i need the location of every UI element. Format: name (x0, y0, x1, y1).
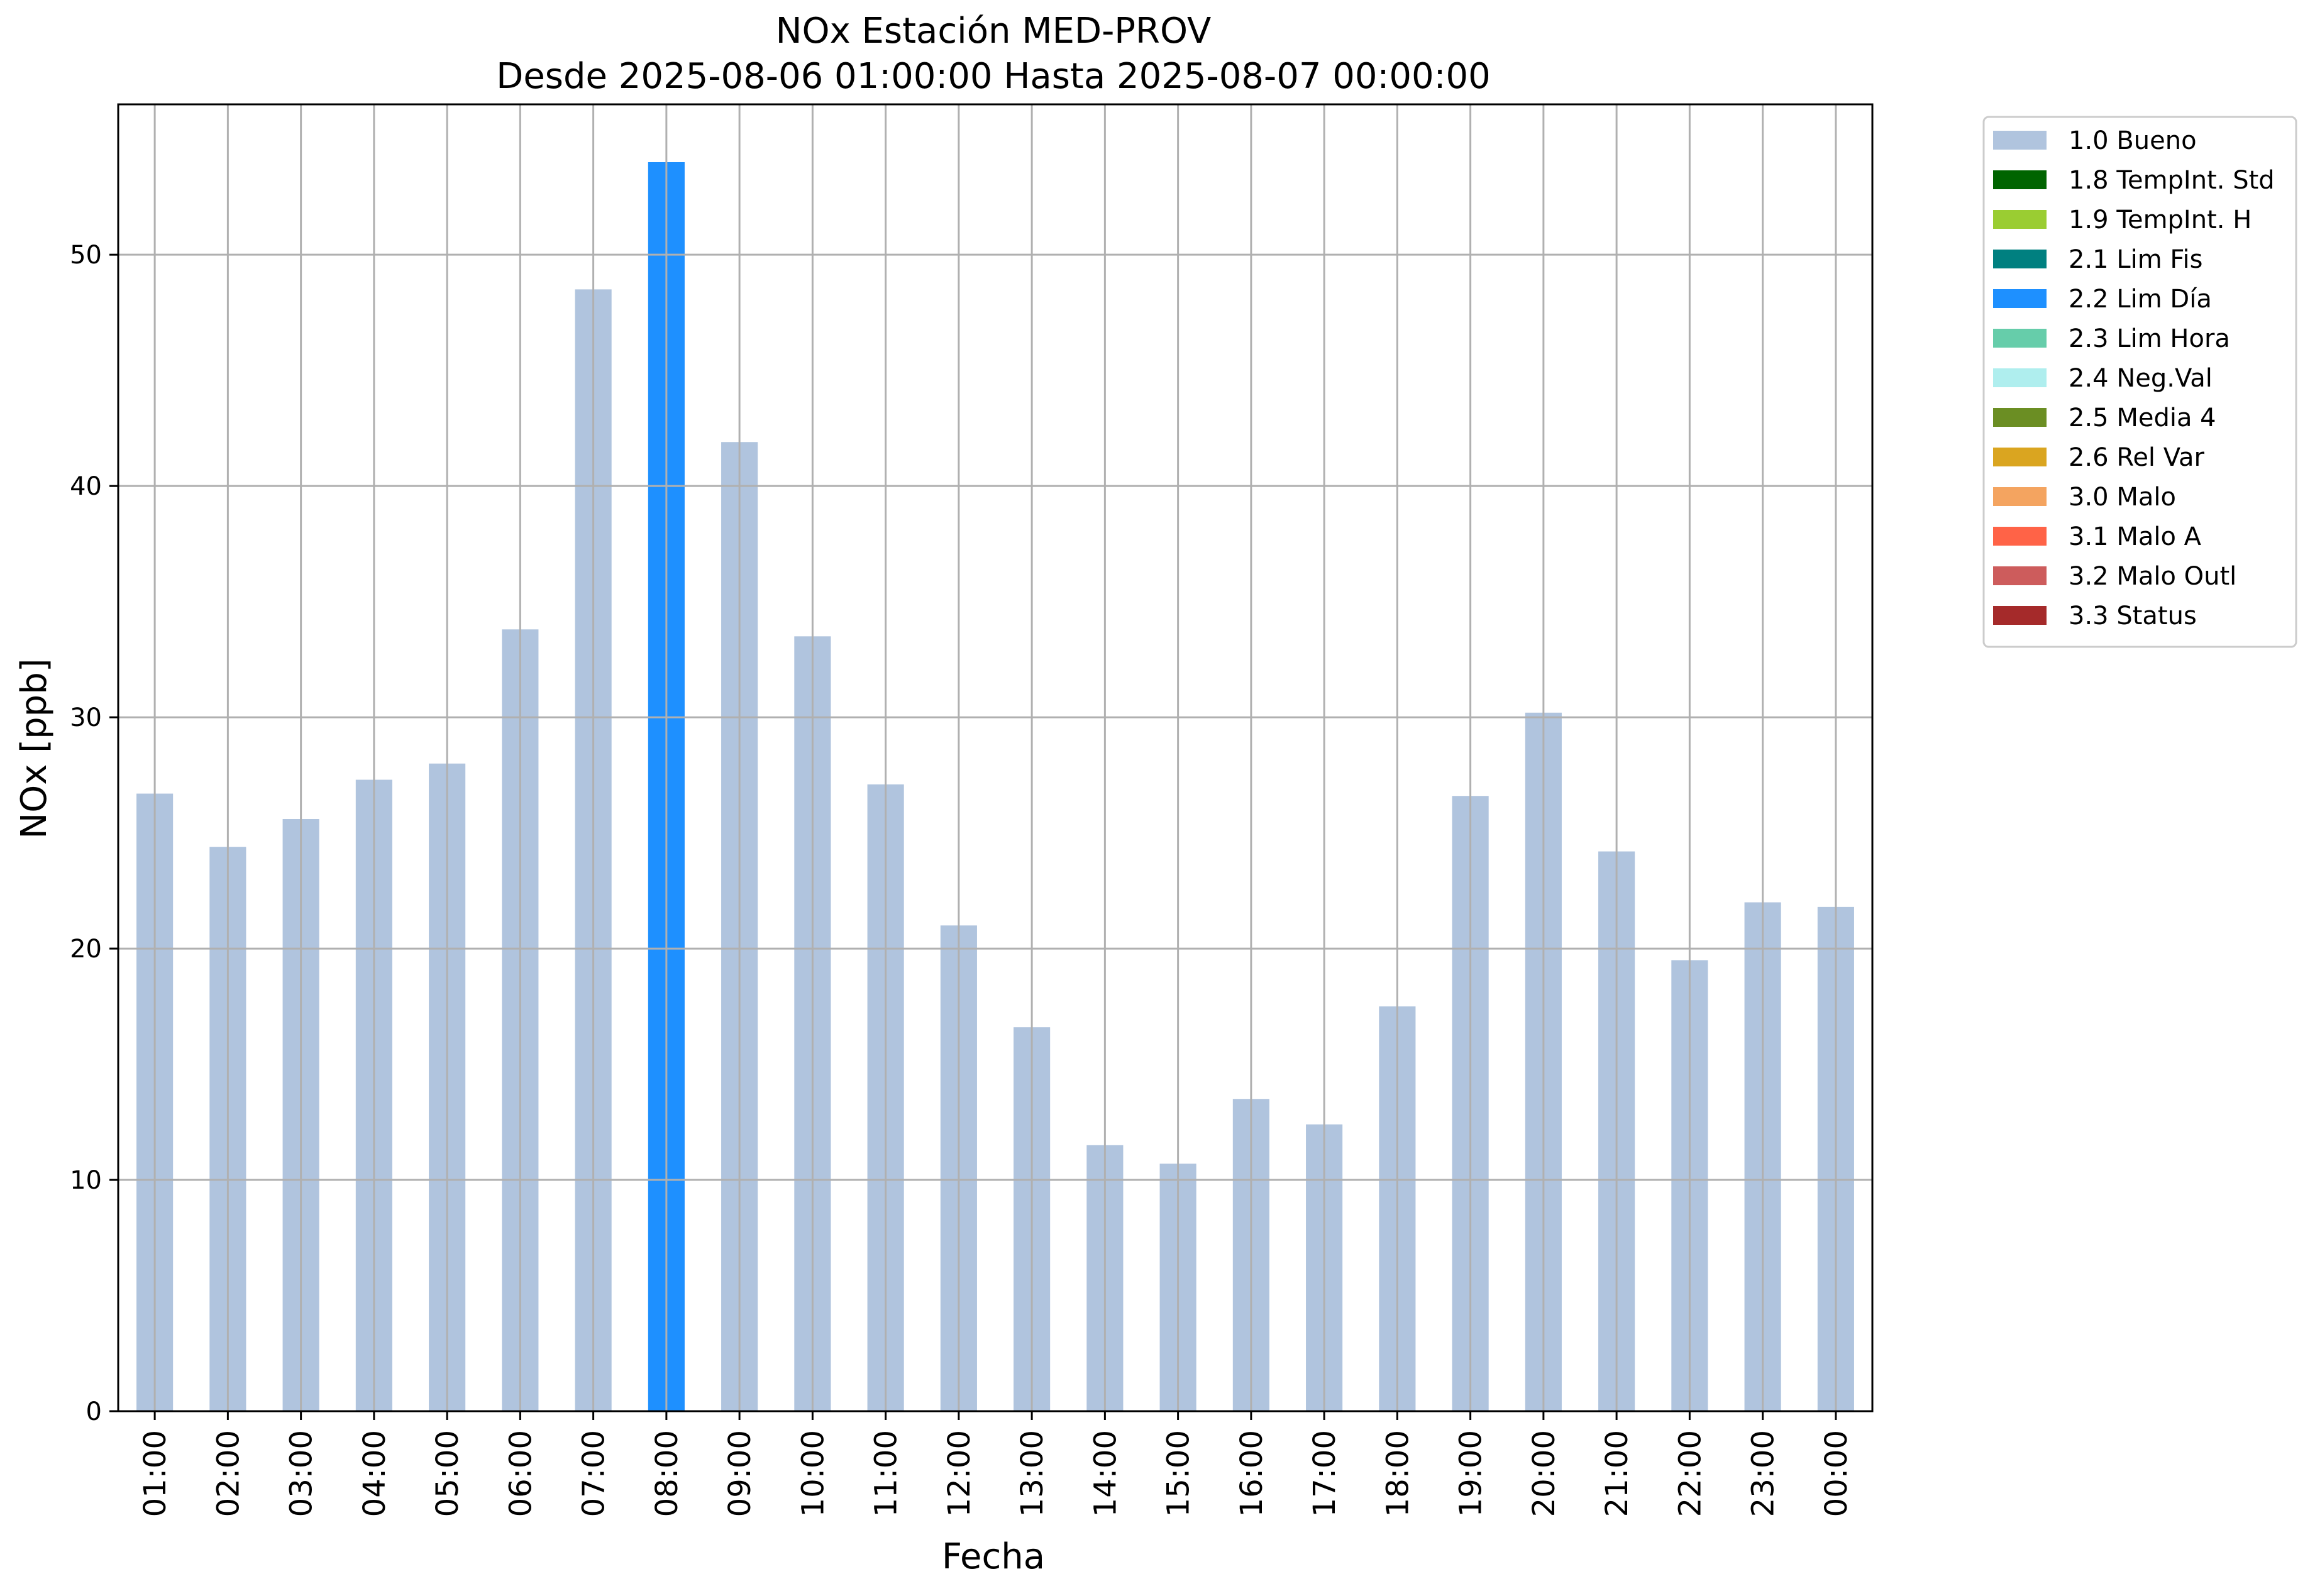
legend-swatch (1993, 131, 2047, 150)
x-tick-label: 04:00 (357, 1430, 392, 1517)
axes: 0 10 20 30 40 50 01:00 02:00 03:00 04:00 05:00 06:0… (70, 103, 1874, 1517)
legend-label: 1.8 TempInt. Std (2069, 166, 2275, 195)
x-tick-label: 09:00 (722, 1430, 758, 1517)
x-tick-label: 18:00 (1380, 1430, 1415, 1517)
legend-swatch (1993, 289, 2047, 308)
x-tick-label: 23:00 (1746, 1430, 1781, 1517)
chart-subtitle: Desde 2025-08-06 01:00:00 Hasta 2025-08-… (496, 56, 1491, 97)
x-tick-label: 22:00 (1672, 1430, 1708, 1517)
y-tick-label: 30 (70, 703, 102, 732)
legend-label: 1.0 Bueno (2069, 126, 2197, 155)
legend-box (1982, 116, 2297, 648)
x-tick-label: 14:00 (1088, 1430, 1123, 1517)
x-tick-label: 15:00 (1161, 1430, 1196, 1517)
legend-swatch (1993, 250, 2047, 268)
x-tick-label: 20:00 (1527, 1430, 1562, 1517)
x-tick-label: 08:00 (649, 1430, 685, 1517)
bars (136, 162, 1854, 1412)
legend-label: 3.1 Malo A (2069, 522, 2202, 551)
legend-label: 3.2 Malo Outl (2069, 562, 2236, 591)
y-tick-label: 0 (86, 1397, 102, 1426)
x-axis-label: Fecha (942, 1536, 1045, 1577)
x-tick-label: 01:00 (138, 1430, 173, 1517)
legend-swatch (1993, 566, 2047, 585)
legend-swatch (1993, 329, 2047, 348)
x-tick-label: 21:00 (1600, 1430, 1635, 1517)
legend-label: 3.3 Status (2069, 602, 2197, 630)
legend-swatch (1993, 170, 2047, 189)
y-tick-label: 10 (70, 1166, 102, 1195)
legend-label: 2.1 Lim Fis (2069, 245, 2202, 274)
legend: 1.0 Bueno 1.8 TempInt. Std 1.9 TempInt. H 2… (1982, 116, 2297, 648)
chart-title: NOx Estación MED-PROV (776, 11, 1212, 52)
legend-label: 3.0 Malo (2069, 483, 2176, 512)
plot-frame (117, 103, 1874, 1412)
x-tick-label: 19:00 (1454, 1430, 1489, 1517)
legend-swatch (1993, 527, 2047, 546)
y-tick-label: 50 (70, 241, 102, 270)
legend-swatch (1993, 606, 2047, 625)
x-tick-label: 11:00 (869, 1430, 904, 1517)
legend-label: 2.5 Media 4 (2069, 404, 2216, 432)
legend-swatch (1993, 408, 2047, 427)
x-tick-label: 10:00 (795, 1430, 831, 1517)
x-tick-label: 17:00 (1307, 1430, 1342, 1517)
y-tick-label: 40 (70, 472, 102, 501)
x-tick-label: 16:00 (1234, 1430, 1269, 1517)
legend-label: 1.9 TempInt. H (2069, 206, 2251, 234)
legend-label: 2.2 Lim Día (2069, 285, 2212, 314)
legend-swatch (1993, 210, 2047, 229)
x-tick-label: 00:00 (1819, 1430, 1854, 1517)
legend-swatch (1993, 368, 2047, 387)
legend-label: 2.4 Neg.Val (2069, 364, 2213, 393)
x-tick-label: 06:00 (503, 1430, 538, 1517)
y-axis-label: NOx [ppb] (14, 658, 55, 839)
legend-swatch (1993, 448, 2047, 466)
y-tick-label: 20 (70, 935, 102, 964)
x-tick-label: 13:00 (1015, 1430, 1050, 1517)
legend-label: 2.3 Lim Hora (2069, 324, 2230, 353)
legend-label: 2.6 Rel Var (2069, 443, 2205, 472)
x-tick-label: 05:00 (430, 1430, 465, 1517)
legend-swatch (1993, 487, 2047, 506)
x-tick-label: 03:00 (284, 1430, 319, 1517)
x-tick-label: 12:00 (942, 1430, 977, 1517)
x-tick-label: 02:00 (211, 1430, 246, 1517)
x-tick-label: 07:00 (577, 1430, 612, 1517)
